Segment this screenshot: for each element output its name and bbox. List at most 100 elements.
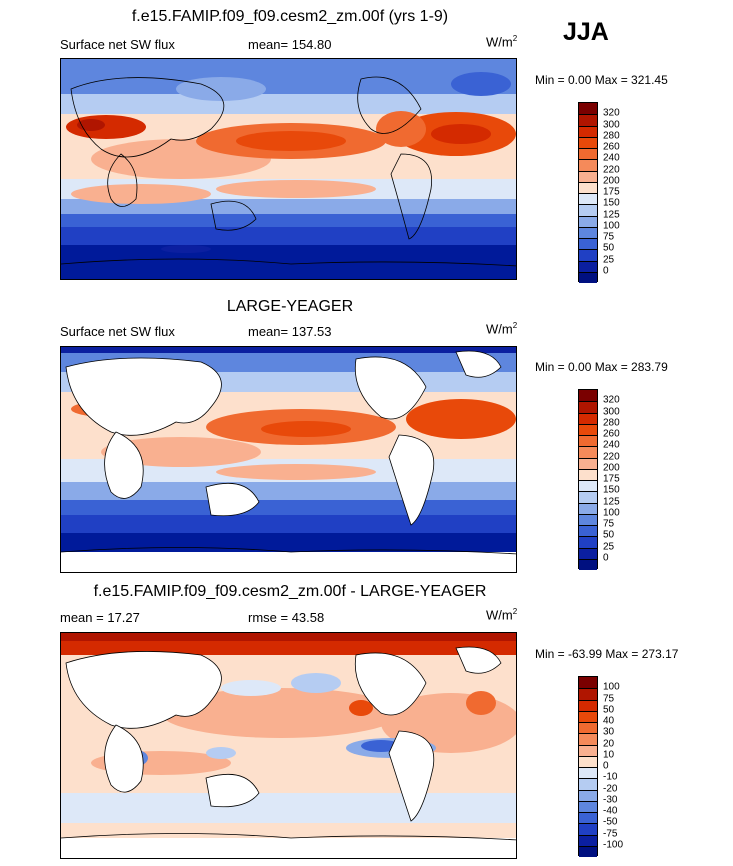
colorbar-tick-label: 75 bbox=[603, 518, 615, 530]
colorbar-tick-label: -30 bbox=[603, 794, 618, 806]
colorbar-tick-label: 100 bbox=[603, 220, 620, 232]
colorbar-tick-label: 25 bbox=[603, 541, 615, 552]
colorbar-tick-label: 320 bbox=[603, 394, 620, 406]
panel3-units-sup: 2 bbox=[512, 607, 518, 616]
panel2-left-label: Surface net SW flux bbox=[60, 324, 175, 339]
colorbar-swatch bbox=[579, 767, 597, 779]
colorbar-swatch bbox=[579, 823, 597, 835]
colorbar-swatch bbox=[579, 401, 597, 413]
panel3-title: f.e15.FAMIP.f09_f09.cesm2_zm.00f - LARGE… bbox=[93, 583, 487, 600]
colorbar-tick-label: 200 bbox=[603, 462, 620, 474]
colorbar-tick-label: 40 bbox=[603, 715, 615, 727]
colorbar-swatch bbox=[579, 170, 597, 182]
colorbar-swatch bbox=[579, 390, 597, 402]
colorbar-tick-label: 50 bbox=[603, 529, 615, 541]
colorbar-tick-label: 300 bbox=[603, 119, 620, 130]
colorbar-tick-label: 260 bbox=[603, 428, 620, 440]
colorbar-tick-label: 50 bbox=[603, 704, 615, 716]
panel2-colorbar bbox=[578, 389, 598, 570]
panel1-units-base: W/m bbox=[486, 34, 513, 50]
colorbar-tick-label: 0 bbox=[603, 265, 609, 277]
colorbar-tick-label: 175 bbox=[603, 186, 620, 198]
panel3-rmse-label: rmse = 43.58 bbox=[248, 610, 325, 625]
colorbar-tick-label: 30 bbox=[603, 726, 615, 738]
colorbar-tick-label: 100 bbox=[603, 507, 620, 519]
season-label: JJA bbox=[563, 18, 609, 46]
colorbar-tick-label: 200 bbox=[603, 175, 620, 187]
colorbar-swatch bbox=[579, 412, 597, 424]
colorbar-tick-label: 280 bbox=[603, 130, 620, 142]
colorbar-tick-label: -20 bbox=[603, 783, 618, 794]
colorbar-swatch bbox=[579, 226, 597, 238]
colorbar-swatch bbox=[579, 271, 597, 283]
panel2-map bbox=[60, 346, 517, 573]
colorbar-tick-label: 125 bbox=[603, 209, 620, 220]
colorbar-swatch bbox=[579, 446, 597, 458]
colorbar-swatch bbox=[579, 181, 597, 193]
colorbar-tick-label: -50 bbox=[603, 816, 618, 828]
colorbar-swatch bbox=[579, 558, 597, 570]
panel2-minmax: Min = 0.00 Max = 283.79 bbox=[535, 360, 668, 374]
colorbar-swatch bbox=[579, 845, 597, 857]
colorbar-tick-label: 50 bbox=[603, 242, 615, 254]
colorbar-swatch bbox=[579, 159, 597, 171]
colorbar-tick-label: -10 bbox=[603, 771, 618, 783]
panel3-colorbar-labels: 100 75 50 40 30 20 10 0 -10 -20 -30 -40 -50 -75 -100 bbox=[603, 676, 643, 856]
colorbar-swatch bbox=[579, 513, 597, 525]
colorbar-tick-label: -40 bbox=[603, 805, 618, 817]
colorbar-tick-label: 100 bbox=[603, 681, 620, 693]
panel3-units: W/m2 bbox=[486, 607, 517, 622]
colorbar-swatch bbox=[579, 688, 597, 700]
colorbar-swatch bbox=[579, 733, 597, 745]
colorbar-swatch bbox=[579, 778, 597, 790]
colorbar-tick-label: 25 bbox=[603, 254, 615, 265]
colorbar-tick-label: 220 bbox=[603, 164, 620, 175]
colorbar-swatch bbox=[579, 238, 597, 250]
colorbar-swatch bbox=[579, 148, 597, 160]
colorbar-swatch bbox=[579, 125, 597, 137]
colorbar-swatch bbox=[579, 800, 597, 812]
colorbar-tick-label: 280 bbox=[603, 417, 620, 429]
colorbar-swatch bbox=[579, 468, 597, 480]
panel1-map bbox=[60, 58, 517, 280]
colorbar-tick-label: 300 bbox=[603, 406, 620, 417]
colorbar-swatch bbox=[579, 260, 597, 272]
panel2-map-field bbox=[61, 347, 516, 572]
colorbar-tick-label: 125 bbox=[603, 496, 620, 507]
colorbar-tick-label: 240 bbox=[603, 439, 620, 451]
colorbar-swatch bbox=[579, 789, 597, 801]
colorbar-swatch bbox=[579, 744, 597, 756]
colorbar-swatch bbox=[579, 699, 597, 711]
colorbar-tick-label: 20 bbox=[603, 738, 615, 749]
panel1-left-label: Surface net SW flux bbox=[60, 37, 175, 52]
panel1-units-sup: 2 bbox=[512, 34, 518, 43]
panel1-colorbar bbox=[578, 102, 598, 283]
panel3-map-field bbox=[61, 633, 516, 858]
colorbar-swatch bbox=[579, 249, 597, 261]
panel3-mean-label: mean = 17.27 bbox=[60, 610, 140, 625]
panel3-minmax: Min = -63.99 Max = 273.17 bbox=[535, 647, 679, 661]
panel2-units: W/m2 bbox=[486, 321, 517, 336]
colorbar-swatch bbox=[579, 457, 597, 469]
colorbar-swatch bbox=[579, 103, 597, 115]
colorbar-tick-label: -75 bbox=[603, 828, 618, 839]
colorbar-swatch bbox=[579, 547, 597, 559]
colorbar-swatch bbox=[579, 722, 597, 734]
colorbar-tick-label: 240 bbox=[603, 152, 620, 164]
panel3-units-base: W/m bbox=[486, 607, 513, 623]
colorbar-tick-label: 150 bbox=[603, 484, 620, 496]
panel1-title: f.e15.FAMIP.f09_f09.cesm2_zm.00f (yrs 1-… bbox=[131, 8, 449, 25]
colorbar-swatch bbox=[579, 502, 597, 514]
colorbar-swatch bbox=[579, 834, 597, 846]
panel3-colorbar bbox=[578, 676, 598, 857]
colorbar-swatch bbox=[579, 423, 597, 435]
panel2-units-base: W/m bbox=[486, 321, 513, 337]
colorbar-tick-label: 75 bbox=[603, 231, 615, 243]
panel1-map-field bbox=[61, 59, 516, 279]
colorbar-swatch bbox=[579, 204, 597, 216]
colorbar-tick-label: 220 bbox=[603, 451, 620, 462]
colorbar-tick-label: 75 bbox=[603, 693, 615, 704]
colorbar-tick-label: 10 bbox=[603, 749, 615, 761]
colorbar-tick-label: -100 bbox=[603, 839, 624, 851]
panel2-mean-label: mean= 137.53 bbox=[248, 324, 332, 339]
